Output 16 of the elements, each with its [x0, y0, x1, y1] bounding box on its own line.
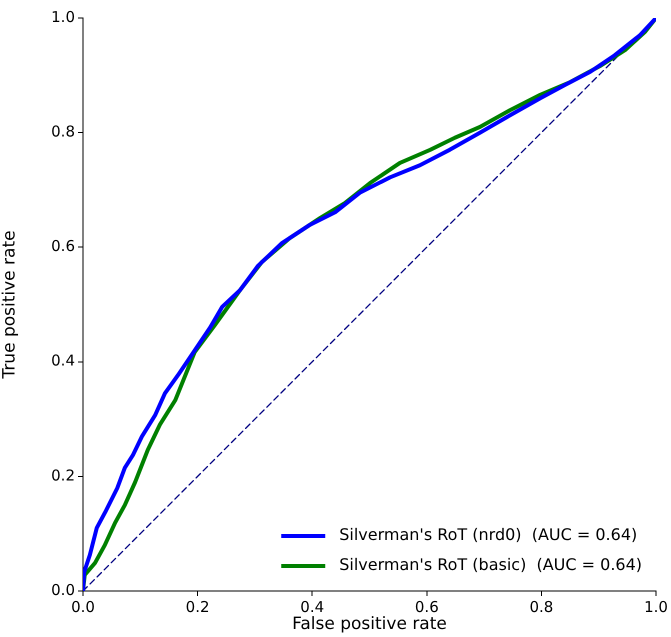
- y-axis-title: True positive rate: [0, 230, 20, 380]
- y-tick-label: 0.2: [51, 466, 75, 484]
- x-tick-label: 0.6: [414, 598, 439, 616]
- x-axis-title: False positive rate: [292, 614, 447, 634]
- x-tick-label: 1.0: [644, 598, 668, 616]
- x-tick-label: 0.0: [71, 598, 95, 616]
- y-tick-label: 1.0: [51, 8, 75, 26]
- y-tick-label: 0.6: [51, 237, 75, 256]
- y-tick-label: 0.4: [51, 352, 75, 370]
- x-tick-label: 0.2: [186, 598, 210, 616]
- legend-label: Silverman's RoT (nrd0) (AUC = 0.64): [339, 525, 638, 544]
- y-tick-label: 0.8: [51, 122, 75, 140]
- x-tick-label: 0.8: [529, 598, 554, 616]
- legend-label: Silverman's RoT (basic) (AUC = 0.64): [339, 555, 642, 574]
- y-tick-label: 0.0: [51, 580, 75, 599]
- x-tick-label: 0.4: [300, 598, 324, 616]
